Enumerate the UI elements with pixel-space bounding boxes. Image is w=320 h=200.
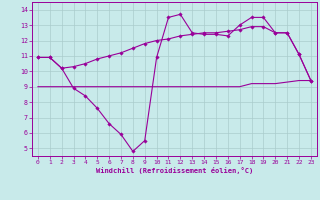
X-axis label: Windchill (Refroidissement éolien,°C): Windchill (Refroidissement éolien,°C) [96,167,253,174]
